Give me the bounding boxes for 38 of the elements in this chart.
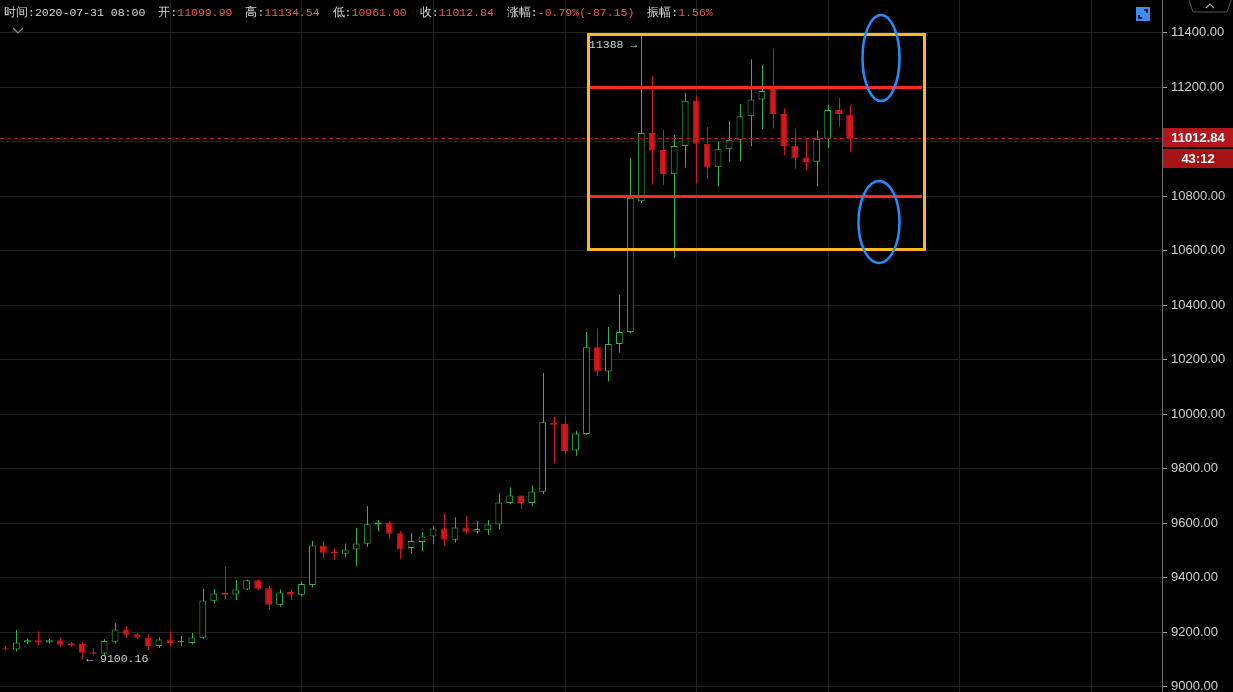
- ref-line-label: 11012.84: [1163, 128, 1233, 148]
- candlestick: [846, 104, 853, 153]
- candlestick: [648, 75, 656, 186]
- y-tick-label: 11200.00: [1171, 78, 1225, 94]
- candlestick: [835, 97, 843, 128]
- candlestick: [528, 484, 536, 507]
- annotation: 11388 →: [588, 37, 638, 51]
- candlestick: [594, 327, 601, 377]
- candlestick: [495, 492, 503, 530]
- candlestick: [659, 129, 667, 186]
- y-tick-label: 9600.00: [1171, 514, 1218, 530]
- candlestick: [802, 137, 810, 171]
- candlestick: [813, 130, 821, 187]
- candlestick: [451, 516, 459, 544]
- y-tick-label: 9200.00: [1171, 623, 1218, 639]
- y-tick-label: 10800.00: [1171, 187, 1226, 203]
- candlestick: [572, 430, 579, 457]
- candlestick: [352, 527, 360, 567]
- candlestick: [418, 531, 426, 552]
- candlestick: [111, 622, 119, 645]
- candlestick: [363, 505, 371, 548]
- y-tick-label: 9800.00: [1171, 460, 1218, 476]
- y-tick-label: 10600.00: [1171, 242, 1226, 258]
- y-tick-label: 10200.00: [1171, 351, 1226, 367]
- y-tick-label: 10000.00: [1171, 405, 1226, 421]
- candlestick: [758, 64, 766, 130]
- candlestick: [13, 629, 20, 652]
- candlestick: [615, 294, 623, 354]
- annotation: ← 9100.16: [86, 652, 149, 666]
- candlestick: [265, 585, 272, 610]
- chart-title: 时间:2020-07-31 08:00 开:11099.99 高:11134.54 低:10961.00 收:11012.84 涨幅:-0.79%(-87.15) 振幅:1.56%: [4, 6, 713, 19]
- y-tick-label: 9000.00: [1171, 678, 1218, 692]
- candlestick: [791, 128, 799, 170]
- y-tick-label: 11400.00: [1171, 24, 1225, 40]
- text: 43:12: [1163, 149, 1233, 169]
- y-tick-label: 10400.00: [1171, 296, 1226, 312]
- y-tick-label: 9400.00: [1171, 569, 1218, 585]
- candlestick: [396, 530, 404, 560]
